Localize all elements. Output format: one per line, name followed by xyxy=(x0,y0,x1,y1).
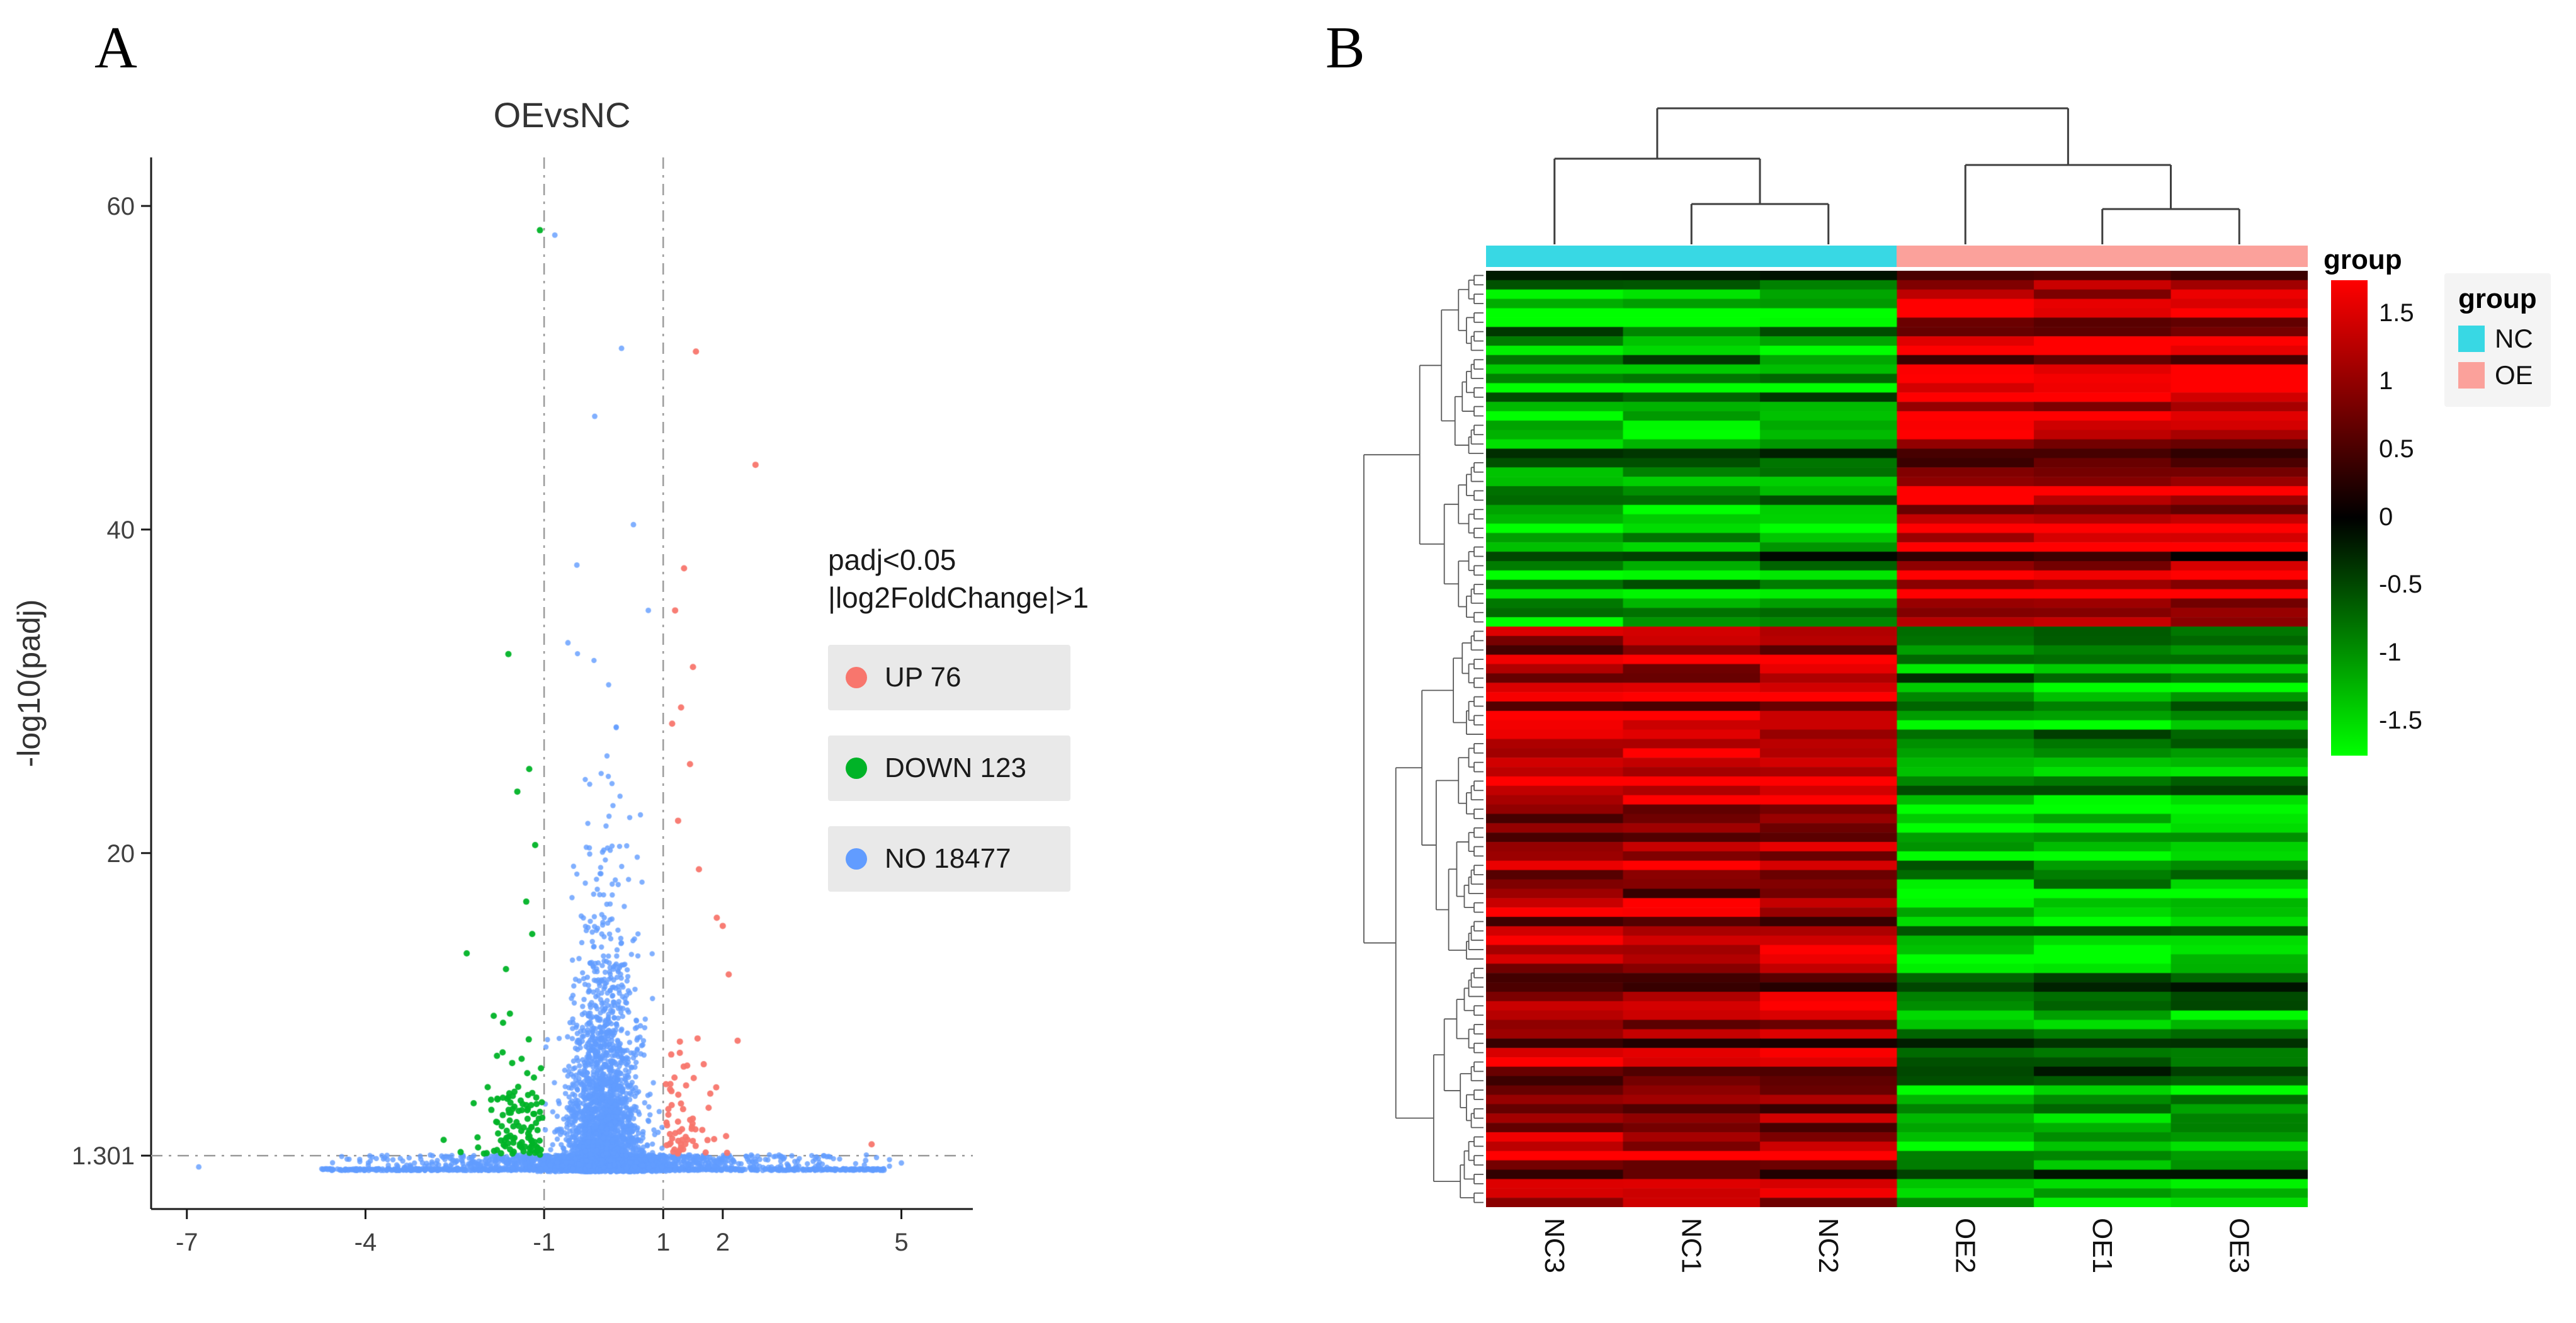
y-tick-label: 40 xyxy=(107,516,135,544)
x-tick-label: -1 xyxy=(533,1229,555,1256)
colorbar-tick-label: -1.5 xyxy=(2379,707,2422,735)
x-tick-label: 1 xyxy=(656,1229,670,1256)
volcano-y-axis-label: -log10(padj) xyxy=(11,599,47,768)
group-legend-title: group xyxy=(2458,283,2537,314)
annotation-bar-oe xyxy=(1897,246,2308,267)
colorbar-tick-label: 0.5 xyxy=(2379,434,2414,463)
heatmap-column-label: OE1 xyxy=(2086,1218,2118,1274)
legend-item-no-label: NO 18477 xyxy=(885,843,1011,874)
panel-a-label: A xyxy=(94,15,137,81)
colorbar-title: group xyxy=(2324,244,2402,275)
group-legend-item-oe: OE xyxy=(2458,360,2537,390)
oe-color-swatch xyxy=(2458,362,2485,389)
panel-b-label: B xyxy=(1325,15,1365,81)
x-tick-label: -7 xyxy=(176,1229,198,1256)
colorbar-tick-label: 1.5 xyxy=(2379,298,2414,327)
colorbar-tick-label: 1 xyxy=(2379,366,2393,395)
volcano-legend: padj<0.05 |log2FoldChange|>1 UP 76 DOWN … xyxy=(828,542,1089,917)
colorbar-tick-label: -1 xyxy=(2379,639,2402,667)
x-tick-label: 2 xyxy=(716,1229,730,1256)
x-tick-label: 5 xyxy=(894,1229,908,1256)
heatmap-column-label: OE3 xyxy=(2223,1218,2255,1274)
heatmap-column-label: OE2 xyxy=(1949,1218,1981,1274)
volcano-legend-title-line1: padj<0.05 xyxy=(828,543,956,576)
heatmap-colorbar xyxy=(2331,280,2368,756)
down-dot-icon xyxy=(846,757,867,779)
up-dot-icon xyxy=(846,666,867,688)
y-tick-label: 60 xyxy=(107,193,135,220)
y-tick-label: 20 xyxy=(107,840,135,868)
legend-item-up: UP 76 xyxy=(828,644,1070,710)
annotation-bar-nc xyxy=(1486,246,1897,267)
group-legend-oe-label: OE xyxy=(2495,360,2533,390)
legend-item-up-label: UP 76 xyxy=(885,661,962,693)
heatmap-column-label: NC2 xyxy=(1812,1218,1844,1274)
volcano-legend-title-line2: |log2FoldChange|>1 xyxy=(828,581,1089,614)
nc-color-swatch xyxy=(2458,326,2485,352)
volcano-legend-rows: UP 76 DOWN 123 NO 18477 xyxy=(828,644,1089,892)
y-tick-label: 1.301 xyxy=(72,1142,135,1170)
heatmap-column-label: NC3 xyxy=(1538,1218,1570,1274)
x-tick-label: -4 xyxy=(355,1229,377,1256)
legend-item-no: NO 18477 xyxy=(828,826,1070,892)
colorbar-tick-label: 0 xyxy=(2379,503,2393,531)
group-legend-nc-label: NC xyxy=(2495,324,2533,353)
legend-item-down-label: DOWN 123 xyxy=(885,752,1026,783)
heatmap-canvas xyxy=(1486,271,2308,1207)
group-legend: group NC OE xyxy=(2444,273,2551,407)
colorbar-tick-label: -0.5 xyxy=(2379,571,2422,599)
group-legend-item-nc: NC xyxy=(2458,324,2537,354)
heatmap-column-label: NC1 xyxy=(1676,1218,1707,1274)
no-dot-icon xyxy=(846,848,867,870)
volcano-title: OEvsNC xyxy=(493,95,631,135)
legend-item-down: DOWN 123 xyxy=(828,735,1070,801)
